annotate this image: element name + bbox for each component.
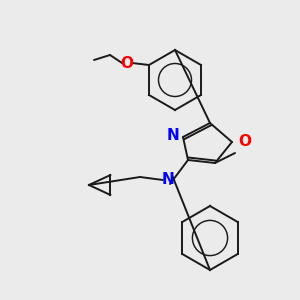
Text: O: O	[238, 134, 251, 149]
Text: O: O	[121, 56, 134, 70]
Text: N: N	[166, 128, 179, 142]
Text: N: N	[162, 172, 174, 188]
